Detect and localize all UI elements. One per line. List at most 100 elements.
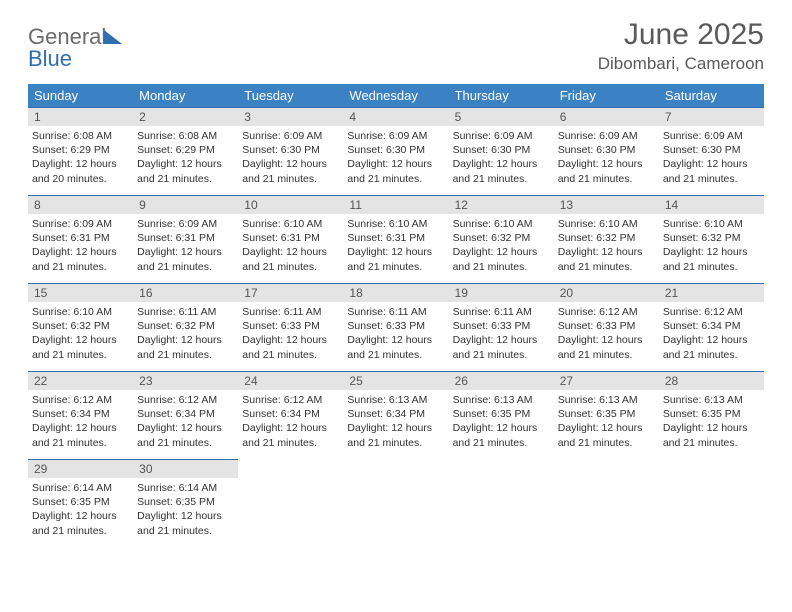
calendar-cell: 1Sunrise: 6:08 AMSunset: 6:29 PMDaylight… [28,108,133,196]
daylight-line: Daylight: 12 hours and 21 minutes. [32,334,117,360]
sunset-line: Sunset: 6:35 PM [137,496,215,508]
daylight-line: Daylight: 12 hours and 21 minutes. [137,246,222,272]
daylight-line: Daylight: 12 hours and 20 minutes. [32,158,117,184]
day-details: Sunrise: 6:13 AMSunset: 6:35 PMDaylight:… [659,390,764,456]
brand-logo: General Blue [28,18,122,70]
sunrise-line: Sunrise: 6:10 AM [32,306,112,318]
month-year-title: June 2025 [598,18,764,52]
sunset-line: Sunset: 6:30 PM [453,144,531,156]
calendar-cell: 27Sunrise: 6:13 AMSunset: 6:35 PMDayligh… [554,372,659,460]
daylight-line: Daylight: 12 hours and 21 minutes. [558,158,643,184]
sunrise-line: Sunrise: 6:08 AM [137,130,217,142]
day-details: Sunrise: 6:09 AM Sunset: 6:31 PM Daylight:… [133,214,238,280]
day-number: 29 [28,460,133,478]
daylight-line: Daylight: 12 hours and 21 minutes. [242,158,327,184]
day-details: Sunrise: 6:13 AMSunset: 6:35 PMDaylight:… [554,390,659,456]
sunset-line: Sunset: 6:33 PM [453,320,531,332]
daylight-line: Daylight: 12 hours and 21 minutes. [347,422,432,448]
sunset-line: Sunset: 6:31 PM [32,232,110,244]
sunrise-line: Sunrise: 6:14 AM [32,482,112,494]
calendar-cell: 30 Sunrise: 6:14 AM Sunset: 6:35 PM Dayligh… [133,460,238,548]
day-details: Sunrise: 6:09 AMSunset: 6:30 PMDaylight:… [449,126,554,192]
day-details: Sunrise: 6:09 AMSunset: 6:30 PMDaylight:… [343,126,448,192]
day-number: 8 [28,196,133,214]
sunset-line: Sunset: 6:32 PM [32,320,110,332]
sunrise-line: Sunrise: 6:11 AM [453,306,532,318]
daylight-line: Daylight: 12 hours and 21 minutes. [347,246,432,272]
day-number: 4 [343,108,448,126]
day-number: 20 [554,284,659,302]
day-details: Sunrise: 6:11 AMSunset: 6:32 PMDaylight:… [133,302,238,368]
daylight-line: Daylight: 12 hours and 21 minutes. [32,422,117,448]
page-header: General Blue June 2025 Dibombari, Camero… [28,18,764,74]
sunset-line: Sunset: 6:31 PM [137,232,215,244]
calendar-cell: 2Sunrise: 6:08 AMSunset: 6:29 PMDaylight… [133,108,238,196]
day-details: Sunrise: 6:10 AMSunset: 6:32 PMDaylight:… [659,214,764,280]
calendar-cell: 25Sunrise: 6:13 AMSunset: 6:34 PMDayligh… [343,372,448,460]
daylight-line: Daylight: 12 hours and 21 minutes. [663,422,748,448]
day-details: Sunrise: 6:11 AMSunset: 6:33 PMDaylight:… [343,302,448,368]
day-details: Sunrise: 6:14 AM Sunset: 6:35 PM Daylight:… [133,478,238,544]
sunrise-line: Sunrise: 6:09 AM [242,130,322,142]
sunset-line: Sunset: 6:34 PM [347,408,425,420]
day-details: Sunrise: 6:13 AMSunset: 6:35 PMDaylight:… [449,390,554,456]
daylight-line: Daylight: 12 hours and 21 minutes. [347,334,432,360]
day-number: 30 [133,460,238,478]
sunrise-line: Sunrise: 6:11 AM [242,306,321,318]
calendar-cell [659,460,764,548]
sunrise-line: Sunrise: 6:09 AM [137,218,217,230]
weekday-header: Monday [133,84,238,108]
calendar-cell: 8Sunrise: 6:09 AMSunset: 6:31 PMDaylight… [28,196,133,284]
day-number: 11 [343,196,448,214]
daylight-line: Daylight: 12 hours and 21 minutes. [242,246,327,272]
day-details: Sunrise: 6:12 AMSunset: 6:34 PMDaylight:… [133,390,238,456]
sunset-line: Sunset: 6:31 PM [347,232,425,244]
day-number: 10 [238,196,343,214]
calendar-cell [449,460,554,548]
day-details: Sunrise: 6:08 AMSunset: 6:29 PMDaylight:… [133,126,238,192]
sunset-line: Sunset: 6:34 PM [663,320,741,332]
sunset-line: Sunset: 6:35 PM [32,496,110,508]
sunrise-line: Sunrise: 6:12 AM [137,394,217,406]
calendar-cell: 28Sunrise: 6:13 AMSunset: 6:35 PMDayligh… [659,372,764,460]
daylight-line: Daylight: 12 hours and 21 minutes. [32,246,117,272]
sunrise-line: Sunrise: 6:10 AM [663,218,743,230]
day-number: 12 [449,196,554,214]
daylight-line: Daylight: 12 hours and 21 minutes. [137,510,222,536]
weekday-header: Sunday [28,84,133,108]
day-number: 28 [659,372,764,390]
sunrise-line: Sunrise: 6:10 AM [242,218,322,230]
day-number: 3 [238,108,343,126]
day-details: Sunrise: 6:12 AMSunset: 6:33 PMDaylight:… [554,302,659,368]
calendar-cell: 16Sunrise: 6:11 AMSunset: 6:32 PMDayligh… [133,284,238,372]
day-details: Sunrise: 6:11 AMSunset: 6:33 PMDaylight:… [449,302,554,368]
daylight-line: Daylight: 12 hours and 21 minutes. [558,422,643,448]
calendar-cell: 5Sunrise: 6:09 AMSunset: 6:30 PMDaylight… [449,108,554,196]
day-details: Sunrise: 6:09 AMSunset: 6:30 PMDaylight:… [659,126,764,192]
sunrise-line: Sunrise: 6:10 AM [347,218,427,230]
sunset-line: Sunset: 6:35 PM [663,408,741,420]
day-number: 26 [449,372,554,390]
day-number: 5 [449,108,554,126]
sunrise-line: Sunrise: 6:12 AM [32,394,112,406]
day-number: 9 [133,196,238,214]
sunset-line: Sunset: 6:30 PM [347,144,425,156]
sunrise-line: Sunrise: 6:14 AM [137,482,217,494]
calendar-cell: 17Sunrise: 6:11 AMSunset: 6:33 PMDayligh… [238,284,343,372]
sunrise-line: Sunrise: 6:11 AM [137,306,216,318]
day-details: Sunrise: 6:09 AMSunset: 6:30 PMDaylight:… [238,126,343,192]
sunrise-line: Sunrise: 6:09 AM [453,130,533,142]
sunset-line: Sunset: 6:35 PM [453,408,531,420]
daylight-line: Daylight: 12 hours and 21 minutes. [137,334,222,360]
calendar-header-row: SundayMondayTuesdayWednesdayThursdayFrid… [28,84,764,108]
sunrise-line: Sunrise: 6:12 AM [663,306,743,318]
location-subtitle: Dibombari, Cameroon [598,54,764,74]
calendar-cell: 19Sunrise: 6:11 AMSunset: 6:33 PMDayligh… [449,284,554,372]
sunset-line: Sunset: 6:29 PM [137,144,215,156]
weekday-header: Tuesday [238,84,343,108]
day-details: Sunrise: 6:11 AMSunset: 6:33 PMDaylight:… [238,302,343,368]
daylight-line: Daylight: 12 hours and 21 minutes. [453,422,538,448]
day-number: 6 [554,108,659,126]
sunrise-line: Sunrise: 6:09 AM [663,130,743,142]
brand-name: General Blue [28,26,122,70]
